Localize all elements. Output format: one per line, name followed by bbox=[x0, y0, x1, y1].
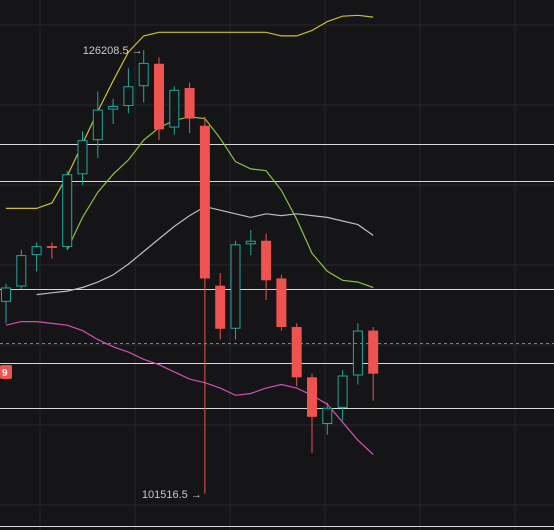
current-price-badge: 9 bbox=[0, 365, 12, 379]
candle-body bbox=[46, 246, 57, 248]
candle-down bbox=[184, 82, 195, 133]
candle-up bbox=[352, 323, 363, 385]
candle-body bbox=[368, 330, 379, 374]
candle-body bbox=[108, 106, 119, 110]
candle-body bbox=[16, 255, 27, 287]
candle-body bbox=[352, 330, 363, 376]
high-price-label: 126208.5 → bbox=[83, 45, 143, 57]
candle-body bbox=[138, 62, 149, 87]
candle-down bbox=[307, 373, 317, 453]
candle-down bbox=[215, 273, 226, 340]
candle-up bbox=[169, 86, 180, 135]
candle-body bbox=[184, 88, 195, 119]
candle-up bbox=[322, 402, 333, 435]
candle-body bbox=[199, 125, 210, 279]
candle-up bbox=[77, 131, 88, 186]
candle-down bbox=[291, 323, 302, 387]
candle-up bbox=[245, 229, 256, 256]
candle-body bbox=[245, 240, 256, 245]
candle-up bbox=[230, 240, 241, 340]
annotations: 126208.5 → 101516.5 → 9 bbox=[0, 45, 202, 501]
candle-body bbox=[169, 89, 180, 128]
short-ma-line bbox=[66, 116, 374, 289]
candle-body bbox=[322, 407, 333, 424]
candles bbox=[1, 50, 379, 494]
candle-up bbox=[62, 170, 73, 250]
candle-down bbox=[199, 116, 210, 494]
candle-up bbox=[337, 370, 348, 421]
candle-body bbox=[123, 86, 134, 107]
candle-up bbox=[92, 91, 103, 159]
candle-body bbox=[77, 140, 88, 175]
candle-body bbox=[92, 109, 103, 141]
candle-up bbox=[108, 98, 119, 124]
candle-down bbox=[276, 274, 287, 331]
candle-body bbox=[337, 375, 348, 408]
candle-down bbox=[154, 57, 164, 141]
candle-body bbox=[291, 326, 302, 378]
candle-body bbox=[276, 278, 287, 327]
candle-up bbox=[1, 283, 11, 324]
candle-body bbox=[215, 285, 226, 329]
candle-body bbox=[1, 287, 11, 302]
horizontal-levels bbox=[0, 144, 554, 527]
candle-body bbox=[230, 244, 241, 329]
candle-down bbox=[368, 326, 379, 401]
candle-up bbox=[16, 249, 27, 290]
candle-up bbox=[123, 68, 134, 114]
candle-body bbox=[261, 240, 272, 281]
candle-body bbox=[154, 63, 164, 130]
candle-down bbox=[261, 233, 272, 301]
candle-down bbox=[46, 242, 57, 259]
current-price-badge-text: 9 bbox=[2, 368, 8, 379]
candle-up bbox=[138, 50, 149, 103]
low-price-label: 101516.5 → bbox=[142, 489, 202, 501]
candle-body bbox=[31, 246, 42, 256]
candle-up bbox=[31, 242, 42, 272]
candle-body bbox=[62, 174, 73, 248]
candle-body bbox=[307, 377, 317, 417]
